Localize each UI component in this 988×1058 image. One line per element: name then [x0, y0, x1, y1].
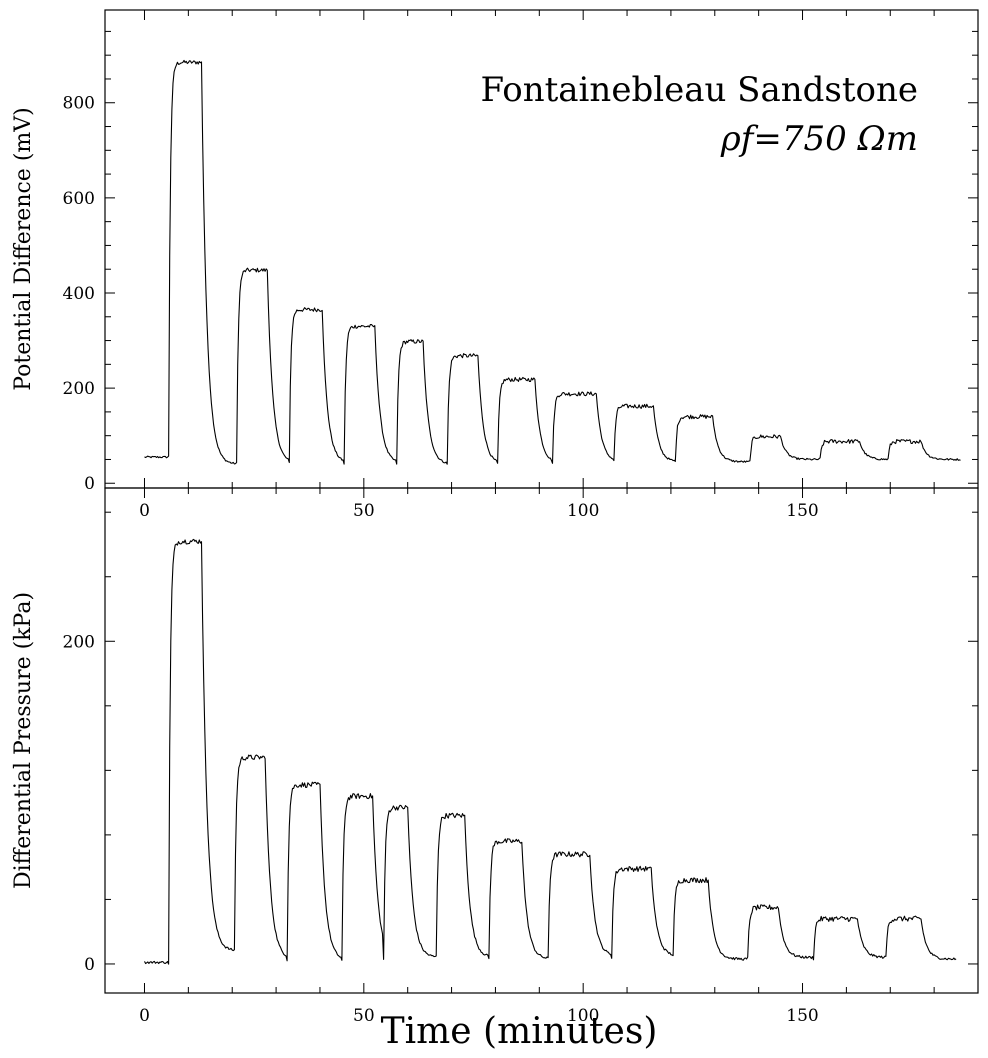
plot-frame: [104, 487, 979, 994]
y-tick-label: 600: [63, 189, 95, 209]
y-axis-label: Differential Pressure (kPa): [11, 592, 36, 889]
y-tick-label: 200: [63, 632, 95, 652]
bottom-panel: 0 50 100 150 0 200 Differential Pressure (kPa): [11, 487, 979, 1026]
differential-pressure-trace: [144, 538, 957, 965]
x-tick-label: 50: [353, 501, 375, 521]
top-panel: 0 50 100 150 0 200 400 600 800 Potential Differen…: [11, 9, 979, 521]
x-tick-label: 50: [353, 1006, 375, 1026]
x-tick-label: 100: [567, 501, 599, 521]
potential-difference-trace: [144, 59, 961, 465]
y-tick-label: 200: [63, 379, 95, 399]
x-tick-label: 150: [786, 1006, 818, 1026]
x-tick-label: 0: [139, 1006, 150, 1026]
x-axis-label: Time (minutes): [381, 1011, 658, 1052]
y-tick-label: 0: [84, 955, 95, 975]
x-tick-label: 150: [786, 501, 818, 521]
y-tick-label: 400: [63, 284, 95, 304]
y-tick-label: 800: [63, 94, 95, 114]
x-tick-label: 0: [139, 501, 150, 521]
y-tick-label: 0: [84, 474, 95, 494]
chart-title: Fontainebleau Sandstone: [481, 70, 918, 110]
y-axis-label: Potential Difference (mV): [11, 107, 36, 391]
chart-subtitle: ρf=750 Ωm: [720, 119, 918, 159]
x-tick-label: 100: [567, 1006, 599, 1026]
